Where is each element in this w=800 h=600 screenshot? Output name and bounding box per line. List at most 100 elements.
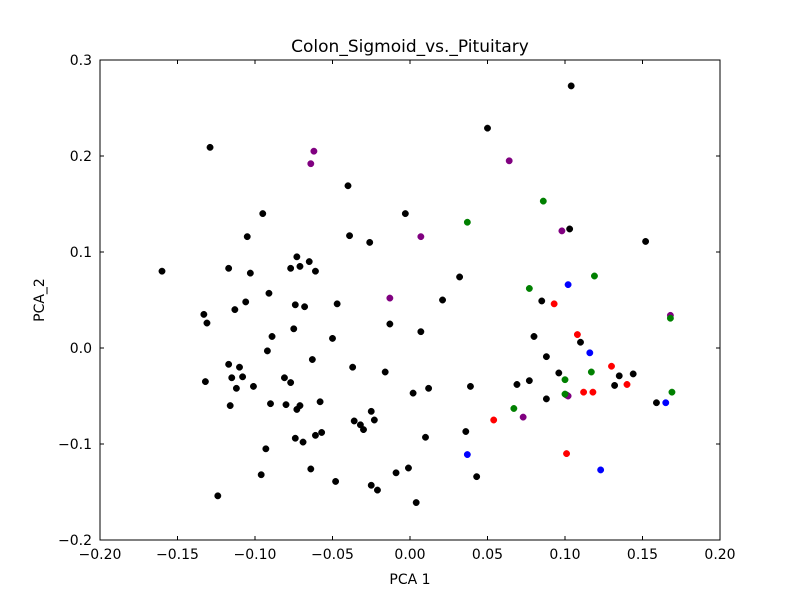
data-point	[564, 281, 572, 289]
data-point	[367, 407, 375, 415]
data-point	[513, 381, 521, 388]
data-point	[374, 486, 381, 494]
data-point	[332, 477, 340, 485]
data-point	[308, 356, 316, 363]
x-axis-label: PCA 1	[389, 572, 430, 588]
data-point	[392, 469, 400, 477]
data-point	[301, 303, 309, 311]
data-point	[356, 421, 364, 429]
points-layer	[158, 82, 676, 507]
data-point	[525, 285, 533, 292]
data-point	[231, 306, 239, 314]
data-point	[333, 300, 341, 308]
data-point	[608, 362, 615, 370]
data-point	[490, 416, 498, 424]
y-tick-label: 0.3	[70, 53, 92, 69]
data-point	[307, 160, 315, 168]
x-tick-label: −0.10	[234, 547, 277, 563]
data-point	[243, 233, 251, 241]
data-point	[381, 368, 389, 376]
chart-title: Colon_Sigmoid_vs._Pituitary	[291, 37, 529, 57]
data-point	[591, 272, 598, 280]
data-point	[262, 445, 270, 453]
data-point	[467, 382, 474, 390]
data-point	[214, 492, 222, 500]
data-point	[360, 426, 367, 434]
data-point	[629, 370, 637, 378]
data-point	[463, 451, 471, 459]
data-point	[281, 374, 288, 382]
data-point	[350, 417, 358, 425]
data-point	[232, 384, 240, 392]
data-point	[296, 402, 304, 410]
data-point	[542, 395, 550, 403]
data-point	[417, 233, 425, 241]
data-point	[344, 182, 352, 190]
x-tick-label: −0.15	[156, 547, 199, 563]
data-point	[200, 310, 208, 318]
data-point	[282, 401, 290, 409]
data-point	[296, 262, 304, 270]
data-point	[589, 388, 597, 396]
data-point	[316, 398, 324, 406]
data-point	[268, 333, 276, 340]
x-tick-label: −0.20	[79, 547, 122, 563]
data-point	[265, 289, 273, 297]
data-point	[290, 325, 298, 333]
data-point	[386, 320, 394, 328]
data-point	[463, 218, 471, 226]
data-point	[561, 376, 569, 384]
y-tick-label: 0.2	[70, 149, 92, 165]
data-point	[267, 400, 274, 408]
data-point	[367, 481, 375, 489]
data-point	[349, 363, 357, 371]
y-tick-label: −0.1	[58, 437, 92, 453]
data-point	[539, 197, 547, 205]
data-point	[263, 347, 271, 355]
data-point	[158, 267, 166, 275]
data-point	[386, 294, 394, 302]
data-point	[563, 450, 570, 458]
data-point	[422, 433, 429, 441]
data-point	[611, 381, 619, 389]
data-point	[484, 124, 491, 132]
data-point	[259, 210, 267, 218]
data-point	[662, 399, 670, 407]
x-tick-label: 0.05	[472, 547, 503, 563]
data-point	[250, 382, 257, 390]
data-point	[439, 296, 446, 304]
y-tick-label: 0.0	[70, 341, 92, 357]
data-point	[401, 210, 409, 218]
data-point	[305, 258, 313, 266]
data-point	[462, 428, 470, 435]
data-point	[473, 473, 481, 481]
data-point	[291, 434, 299, 442]
data-point	[653, 399, 660, 407]
data-point	[666, 314, 674, 322]
data-point	[203, 319, 211, 327]
data-point	[299, 438, 307, 446]
data-point	[307, 465, 315, 473]
data-point	[597, 466, 605, 474]
data-point	[510, 405, 518, 412]
data-point	[312, 431, 319, 439]
y-tick-label: −0.2	[58, 533, 92, 549]
data-point	[555, 369, 563, 377]
data-point	[312, 267, 319, 275]
data-point	[425, 384, 433, 392]
data-point	[405, 464, 412, 472]
data-point	[201, 378, 209, 386]
data-point	[257, 471, 265, 479]
data-point	[329, 334, 336, 342]
data-point	[291, 301, 299, 309]
data-point	[642, 237, 650, 245]
data-point	[542, 353, 550, 361]
data-point	[409, 389, 417, 397]
data-point	[519, 413, 527, 421]
data-point	[370, 416, 378, 424]
data-point	[287, 379, 295, 387]
data-point	[236, 363, 243, 371]
data-point	[318, 429, 326, 436]
data-point	[615, 372, 623, 380]
